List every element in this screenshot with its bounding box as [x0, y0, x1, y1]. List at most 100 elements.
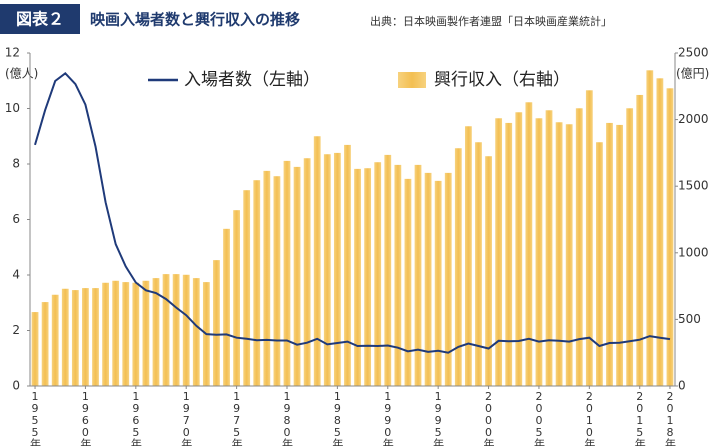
- bar: [545, 110, 553, 386]
- y-tick-label: 0: [12, 379, 20, 393]
- bar: [404, 178, 412, 386]
- bar: [323, 154, 331, 386]
- bar: [414, 164, 422, 386]
- bar: [243, 190, 251, 386]
- bar: [132, 282, 140, 386]
- y2-unit: (億円): [676, 67, 709, 81]
- bar: [515, 112, 523, 387]
- bar: [585, 90, 593, 387]
- bar: [596, 142, 603, 386]
- bar: [606, 122, 613, 387]
- y-tick-label: 10: [5, 101, 20, 115]
- bar: [344, 144, 351, 386]
- x-tick-label: 1985年: [331, 390, 344, 446]
- bar: [152, 278, 160, 386]
- bar: [575, 108, 583, 386]
- y-tick-label: 6: [12, 212, 20, 226]
- bar: [71, 290, 79, 386]
- bar: [495, 118, 503, 386]
- x-tick-label: 1990年: [381, 390, 394, 446]
- y2-tick-label: 2500: [678, 46, 709, 60]
- bar: [505, 122, 513, 387]
- bar: [626, 108, 634, 386]
- legend-label: 入場者数（左軸）: [184, 70, 320, 90]
- bar: [142, 280, 150, 386]
- y-tick-label: 2: [12, 323, 20, 337]
- y2-tick-label: 2000: [678, 112, 709, 126]
- bar: [192, 278, 200, 386]
- y-tick-label: 8: [12, 157, 20, 171]
- x-tick-label: 1965年: [129, 390, 142, 446]
- x-tick-label: 2010年: [583, 390, 596, 446]
- bar: [293, 166, 301, 386]
- bar: [354, 168, 361, 386]
- bar: [454, 148, 462, 386]
- bar: [283, 160, 291, 386]
- bar: [303, 158, 311, 386]
- bar: [263, 170, 271, 386]
- bar: [646, 70, 654, 386]
- legend-label: 興行収入（右軸）: [434, 70, 570, 90]
- y2-tick-label: 0: [678, 379, 686, 393]
- bar: [82, 288, 89, 386]
- bar: [233, 210, 241, 386]
- x-tick-label: 1955年: [29, 390, 42, 446]
- bar: [102, 282, 109, 386]
- x-tick-label: 1960年: [79, 390, 92, 446]
- bar: [61, 288, 69, 386]
- bar: [41, 302, 49, 386]
- bar: [223, 228, 230, 386]
- legend-swatch: [398, 72, 426, 88]
- x-tick-label: 1975年: [230, 390, 243, 446]
- bar: [364, 168, 372, 386]
- bar: [122, 282, 130, 386]
- bar: [666, 88, 674, 386]
- bar: [162, 274, 170, 386]
- bar: [273, 176, 281, 386]
- y2-tick-label: 1500: [678, 179, 709, 193]
- badge-label: 図表２: [16, 10, 64, 29]
- bar: [51, 294, 59, 386]
- x-tick-label: 1995年: [432, 390, 445, 446]
- bar: [535, 118, 543, 386]
- bar: [92, 288, 99, 386]
- bar: [444, 172, 452, 386]
- bar: [253, 180, 261, 386]
- bar: [112, 280, 120, 386]
- bar: [636, 94, 644, 386]
- bar: [394, 164, 402, 386]
- bar: [31, 312, 39, 386]
- line: [34, 71, 671, 354]
- bar: [333, 152, 341, 386]
- x-tick-label: 1980年: [280, 390, 293, 446]
- bar: [182, 274, 190, 386]
- y2-tick-label: 1000: [678, 245, 709, 259]
- bar: [464, 126, 472, 386]
- bar: [434, 180, 442, 386]
- bar: [656, 78, 664, 387]
- y-tick-label: 12: [5, 46, 20, 60]
- bar: [616, 124, 623, 386]
- x-tick-label: 2015年: [633, 390, 646, 446]
- bar: [384, 154, 392, 386]
- source: 出典：日本映画製作者連盟「日本映画産業統計」: [370, 14, 612, 28]
- x-tick-label: 2018年: [663, 390, 676, 446]
- bar: [213, 260, 220, 386]
- x-tick-label: 1970年: [180, 390, 193, 446]
- x-tick-label: 2000年: [482, 390, 495, 446]
- bar: [485, 156, 492, 386]
- bar: [565, 124, 573, 387]
- y-tick-label: 4: [12, 268, 20, 282]
- bar: [374, 162, 382, 386]
- bar: [172, 274, 180, 386]
- y2-tick-label: 500: [678, 312, 701, 326]
- badge: [0, 4, 80, 34]
- x-tick-label: 2005年: [532, 390, 545, 446]
- chart-title: 映画入場者数と興行収入の推移: [90, 11, 300, 29]
- bar: [424, 172, 432, 386]
- bar: [313, 136, 321, 386]
- bar: [475, 142, 482, 386]
- bar: [525, 102, 533, 386]
- y-unit: (億人): [5, 67, 38, 81]
